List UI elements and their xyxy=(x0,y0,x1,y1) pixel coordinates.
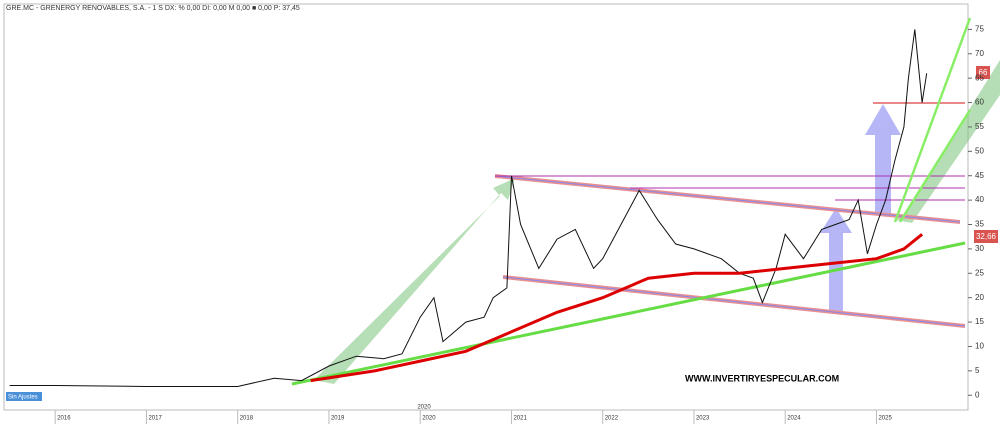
x-tick-label: 2021 xyxy=(513,416,527,422)
support-line xyxy=(898,109,972,223)
y-tick-label: 50 xyxy=(975,146,984,155)
x-tick-label: 2017 xyxy=(148,416,162,422)
chart-title: GRE.MC - GRENERGY RENOVABLES, S.A. - 1 S… xyxy=(6,5,300,12)
ma-label: 32,66 xyxy=(976,232,997,241)
x-tick-label: 2022 xyxy=(605,416,619,422)
y-tick-label: 0 xyxy=(975,390,980,399)
y-tick-label: 20 xyxy=(975,293,984,302)
y-tick-label: 15 xyxy=(975,317,984,326)
watermark: WWW.INVERTIRYESPECULAR.COM xyxy=(685,373,839,383)
y-tick-label: 40 xyxy=(975,195,984,204)
y-tick-label: 5 xyxy=(975,366,980,375)
moving-average-line xyxy=(310,233,924,383)
x-tick-label: 2023 xyxy=(696,416,710,422)
annotations xyxy=(314,60,1000,384)
channel-bottom-inner xyxy=(502,276,966,327)
blue-arrow-head xyxy=(865,104,901,135)
y-tick-label: 30 xyxy=(975,244,984,253)
y-tick-label: 10 xyxy=(975,342,984,351)
y-tick-label: 65 xyxy=(975,73,984,82)
period-label: 2020 xyxy=(417,405,431,411)
ma-badge xyxy=(974,230,998,243)
x-tick-label: 2016 xyxy=(57,416,71,422)
y-tick-label: 45 xyxy=(975,171,984,180)
x-tick-label: 2018 xyxy=(240,416,254,422)
adjust-label: Sin Ajustes xyxy=(8,395,38,401)
green-arrow xyxy=(314,178,515,384)
x-tick-label: 2024 xyxy=(787,416,801,422)
plot-frame xyxy=(3,3,969,411)
support-line xyxy=(291,241,966,386)
series-layer xyxy=(9,29,928,387)
adjust-badge xyxy=(6,392,42,401)
support-line xyxy=(893,17,972,223)
y-tick-label: 35 xyxy=(975,220,984,229)
blue-arrow-body xyxy=(875,135,891,215)
y-tick-label: 55 xyxy=(975,122,984,131)
price-label: 66 xyxy=(979,68,988,77)
price-line xyxy=(9,29,928,387)
price-badge xyxy=(976,66,990,79)
blue-arrow-body xyxy=(829,233,843,313)
x-tick-label: 2020 xyxy=(422,416,436,422)
trendlines xyxy=(291,17,972,386)
x-tick-label: 2019 xyxy=(331,416,345,422)
x-tick-label: 2025 xyxy=(878,416,892,422)
y-tick-label: 75 xyxy=(975,24,984,33)
y-tick-label: 25 xyxy=(975,268,984,277)
y-tick-label: 70 xyxy=(975,49,984,58)
channel-top-inner xyxy=(494,175,961,223)
y-tick-label: 60 xyxy=(975,98,984,107)
